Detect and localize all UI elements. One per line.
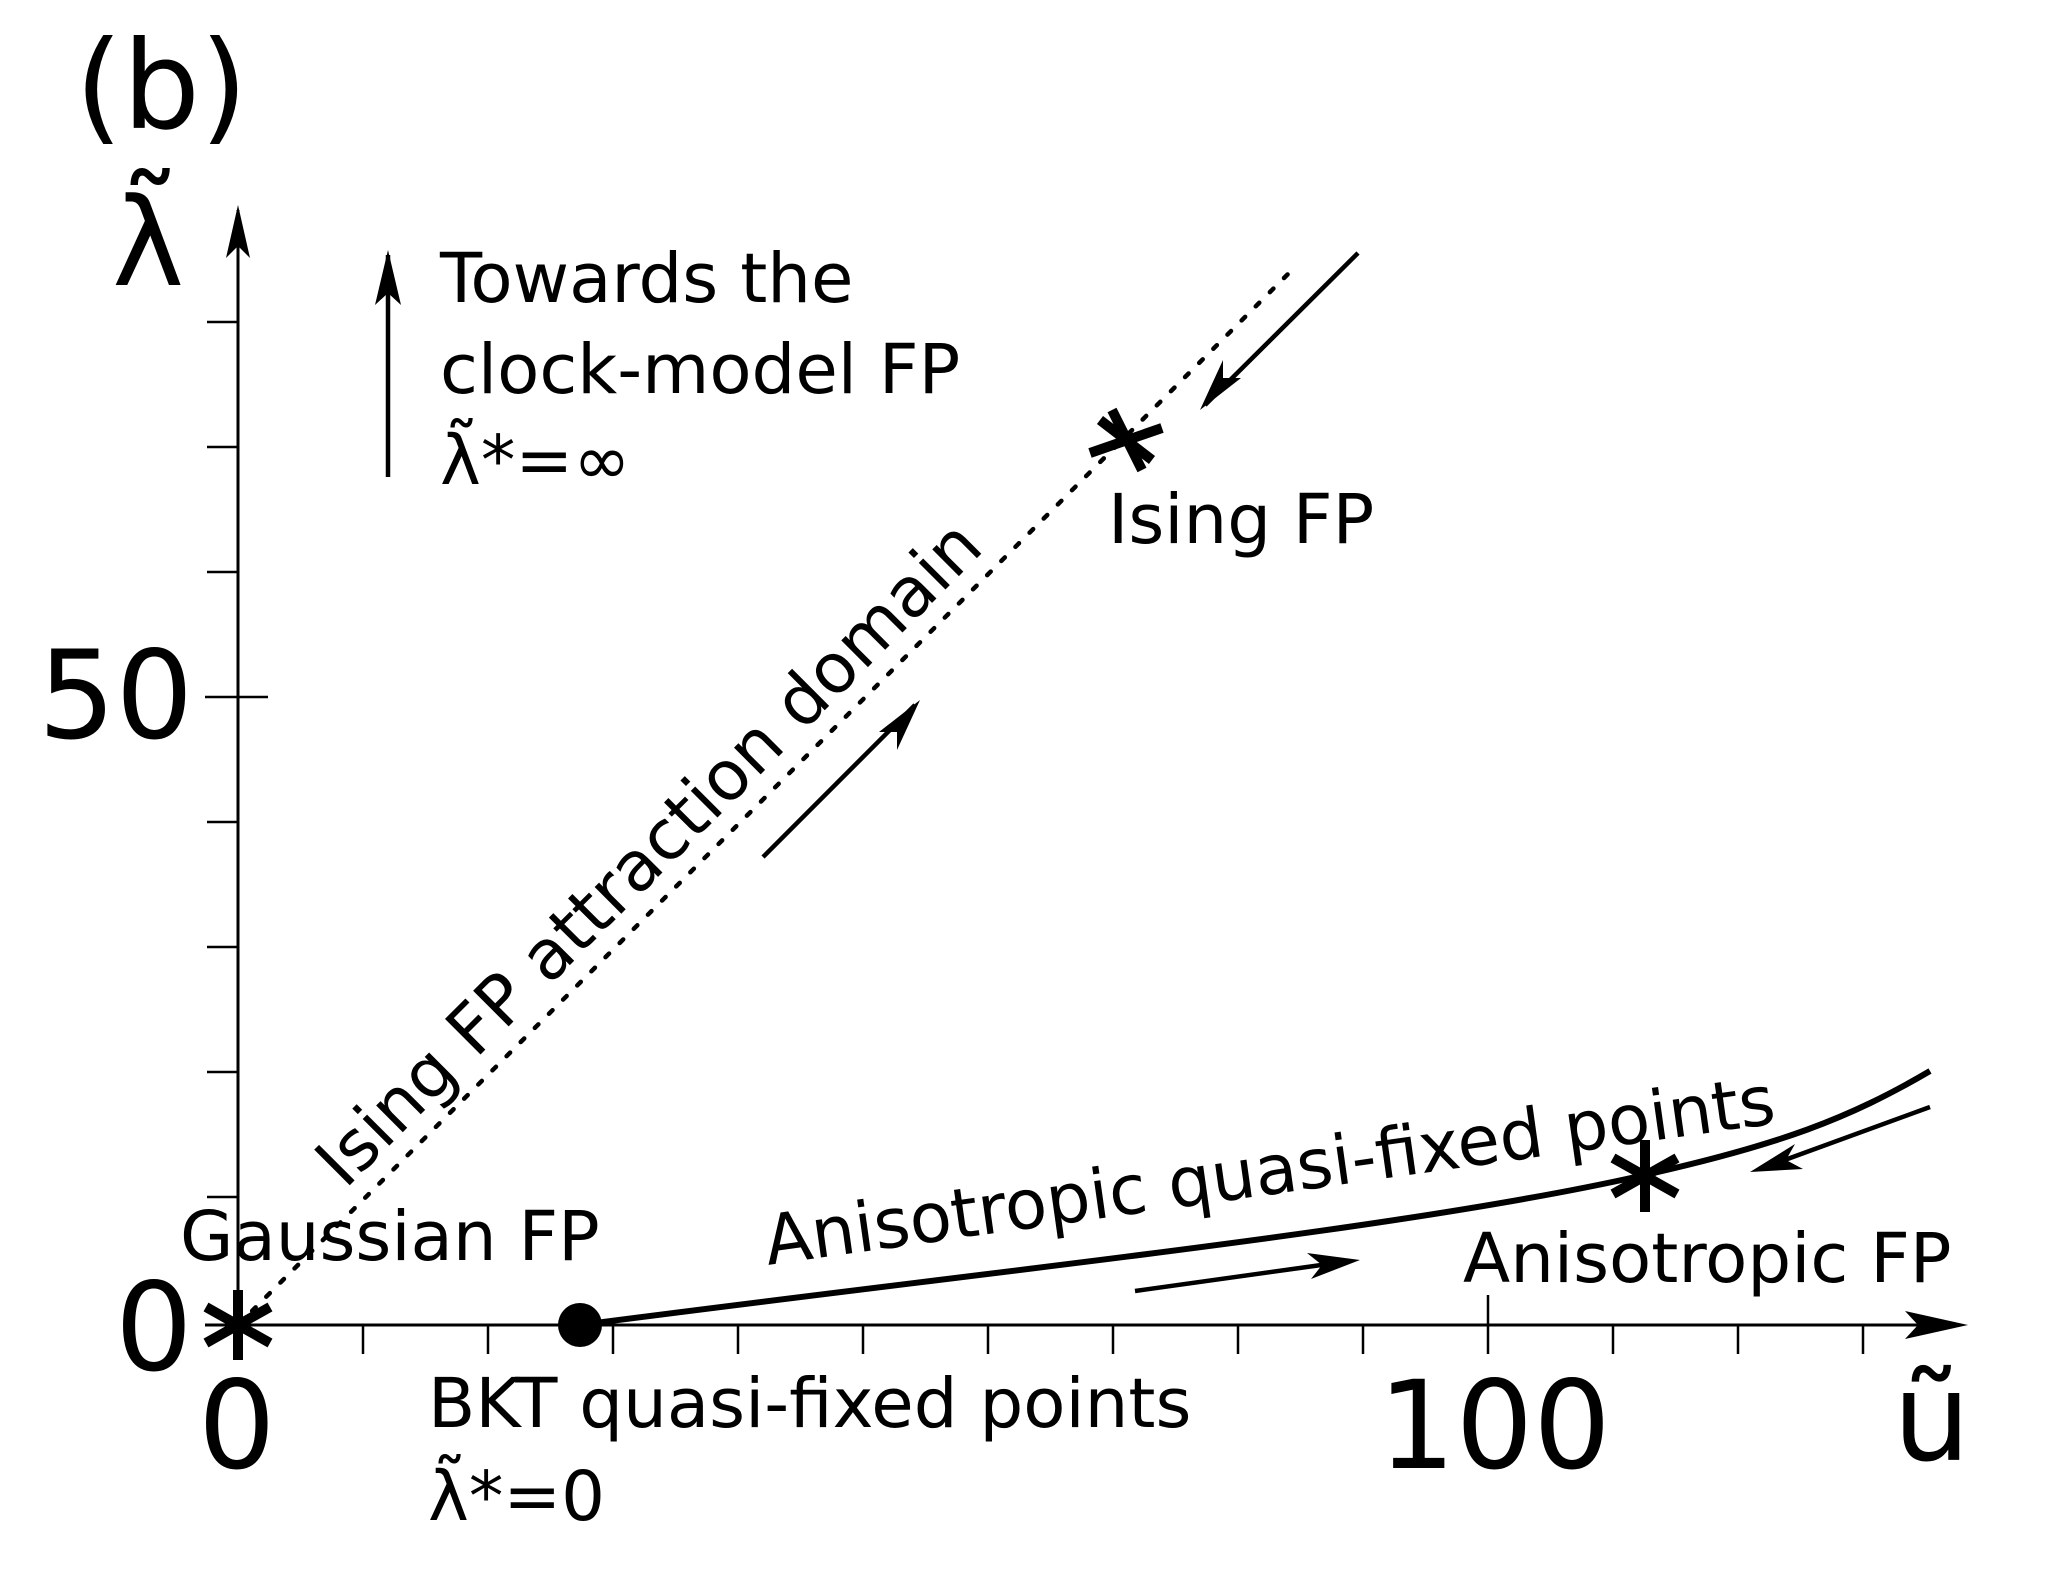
x-axis-arrowhead — [1905, 1311, 1968, 1339]
arrow-ising-domain-head — [879, 700, 920, 750]
anisotropic-curve — [579, 1068, 1932, 1328]
x-tick-100: 100 — [1378, 1355, 1611, 1497]
x-axis-symbol: ũ — [1893, 1347, 1970, 1489]
arrow-ising-incoming-head — [1200, 360, 1241, 410]
arrow-aniso-lower-head — [1307, 1253, 1360, 1279]
x-tick-0: 0 — [198, 1355, 276, 1497]
ising-domain-label: Ising FP attraction domain — [300, 505, 997, 1202]
towards-label-line3: λ̃*=∞ — [440, 416, 631, 501]
y-tick-0: 0 — [115, 1257, 193, 1399]
bkt-label-line1: BKT quasi-fixed points — [428, 1364, 1191, 1444]
bkt-quasi-fp-marker — [558, 1303, 602, 1347]
towards-label-line2: clock-model FP — [440, 330, 960, 410]
ising-fp-marker — [1088, 407, 1164, 473]
anisotropic-fp-label: Anisotropic FP — [1463, 1219, 1952, 1299]
arrow-aniso-lower — [1134, 1258, 1351, 1294]
arrow-towards-clock-head — [375, 250, 401, 305]
arrow-aniso-upper — [1759, 1104, 1931, 1172]
y-axis-symbol: λ̃ — [112, 168, 184, 314]
gaussian-fp-label: Gaussian FP — [180, 1197, 600, 1277]
towards-label-line1: Towards the — [439, 239, 853, 319]
x-ticks — [361, 1295, 1865, 1354]
y-ticks — [205, 320, 268, 1199]
y-axis-arrowhead — [226, 205, 250, 258]
gaussian-fp-marker — [203, 1290, 273, 1360]
arrow-aniso-upper-head — [1750, 1144, 1803, 1172]
y-tick-50: 50 — [38, 625, 193, 767]
anisotropic-fp-marker — [1610, 1140, 1680, 1212]
panel-label: (b) — [75, 15, 248, 157]
bkt-label-line2: λ̃*=0 — [428, 1452, 605, 1537]
ising-fp-label: Ising FP — [1108, 480, 1374, 560]
